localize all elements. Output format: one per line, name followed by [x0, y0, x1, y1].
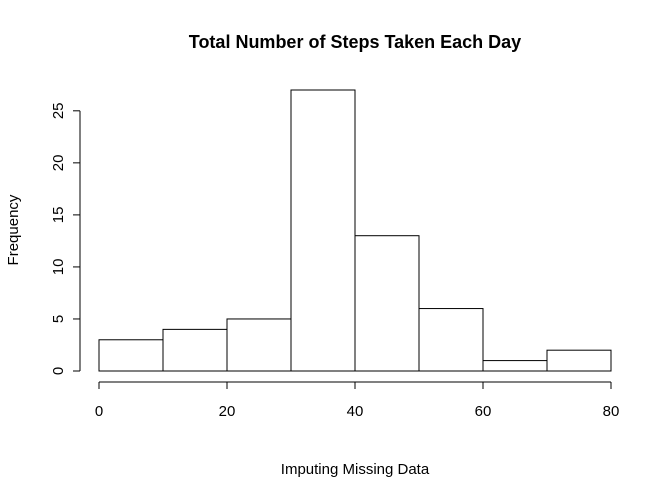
histogram-bar: [546, 349, 612, 372]
y-tick-label: 5: [50, 315, 67, 323]
x-axis-label: Imputing Missing Data: [281, 461, 430, 478]
histogram-bar: [354, 235, 420, 372]
histogram-bar: [226, 318, 292, 372]
histogram-bar: [162, 328, 228, 372]
x-tick-label: 60: [475, 403, 492, 420]
x-axis: 0 20 40 60 80: [95, 381, 620, 420]
y-axis-label: Frequency: [5, 194, 22, 265]
histogram-bar: [98, 339, 164, 372]
histogram-bar: [418, 308, 484, 372]
histogram-bar: [482, 360, 548, 372]
y-axis: 0 5 10 15 20 25: [50, 102, 81, 375]
x-tick-label: 80: [603, 403, 620, 420]
chart-title: Total Number of Steps Taken Each Day: [189, 32, 521, 52]
y-tick-label: 0: [50, 367, 67, 375]
x-tick-label: 20: [219, 403, 236, 420]
y-tick-label: 10: [50, 259, 67, 276]
y-tick-label: 15: [50, 207, 67, 224]
y-tick-label: 20: [50, 155, 67, 172]
x-tick-label: 40: [347, 403, 364, 420]
x-tick-label: 0: [95, 403, 103, 420]
bars-group: [98, 89, 612, 372]
histogram-bar: [290, 89, 356, 372]
y-tick-label: 25: [50, 102, 67, 119]
